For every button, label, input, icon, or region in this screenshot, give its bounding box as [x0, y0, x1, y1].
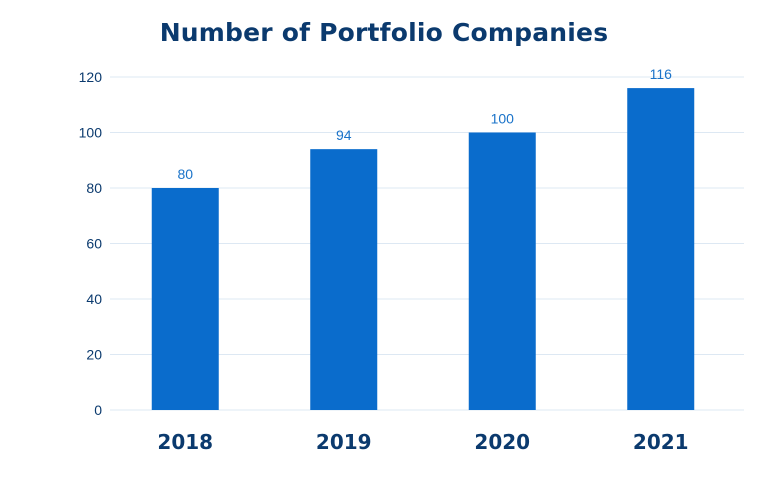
y-tick-label: 40 — [86, 291, 102, 307]
y-tick-label: 20 — [86, 347, 102, 363]
bars — [151, 88, 695, 410]
data-labels: 80 94 100 116 — [177, 66, 672, 182]
data-label-2019: 94 — [336, 127, 352, 143]
bar-2021 — [627, 88, 695, 410]
x-tick-label-2018: 2018 — [157, 430, 213, 454]
y-tick-label: 120 — [79, 69, 103, 85]
data-label-2018: 80 — [177, 166, 193, 182]
data-label-2021: 116 — [650, 66, 673, 82]
bar-2020 — [468, 132, 536, 410]
x-tick-label-2020: 2020 — [474, 430, 530, 454]
x-tick-label-2019: 2019 — [316, 430, 372, 454]
y-tick-label: 0 — [94, 402, 102, 418]
x-axis: 2018 2019 2020 2021 — [157, 430, 688, 454]
chart-title: Number of Portfolio Companies — [159, 18, 609, 47]
bar-2018 — [151, 188, 219, 410]
y-tick-label: 80 — [86, 180, 102, 196]
bar-2019 — [310, 149, 378, 410]
y-tick-label: 60 — [86, 236, 102, 252]
data-label-2020: 100 — [491, 111, 515, 127]
x-tick-label-2021: 2021 — [633, 430, 689, 454]
y-axis: 0 20 40 60 80 100 120 — [79, 69, 103, 418]
y-tick-label: 100 — [79, 125, 103, 141]
